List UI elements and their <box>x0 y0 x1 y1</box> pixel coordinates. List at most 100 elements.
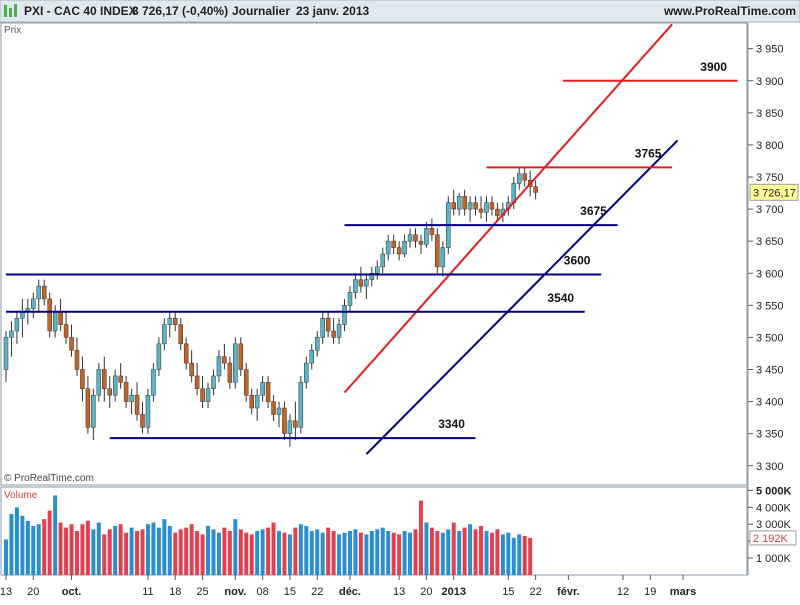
candle-body <box>178 324 183 345</box>
time-tick-label: oct. <box>62 586 82 598</box>
candle-body <box>254 394 260 409</box>
volume-bar <box>315 529 320 575</box>
volume-bar <box>31 525 36 575</box>
price-tick-label: 3 350 <box>756 429 784 441</box>
candle-body <box>156 343 162 370</box>
candle-body <box>107 388 112 396</box>
level-label: 3600 <box>564 254 591 268</box>
time-tick-label: 15 <box>502 586 514 598</box>
volume-bar <box>227 531 232 575</box>
price-panel-label: Prix <box>4 25 21 36</box>
header-bar <box>0 0 800 23</box>
volume-bar <box>69 524 74 575</box>
volume-bar <box>96 522 101 575</box>
candle-body <box>52 311 58 332</box>
volume-bar <box>211 529 216 575</box>
volume-bar <box>375 529 380 575</box>
volume-bar <box>4 539 8 575</box>
time-tick-label: 22 <box>529 586 541 598</box>
candle-body <box>123 382 129 402</box>
volume-bar <box>91 529 96 575</box>
volume-bar <box>353 529 358 575</box>
source-label[interactable]: www.ProRealTime.com <box>663 4 796 18</box>
candle-body <box>331 330 336 338</box>
volume-bar <box>391 532 396 575</box>
volume-bar <box>260 529 265 575</box>
volume-bar <box>238 529 243 575</box>
volume-bar <box>80 524 85 575</box>
volume-tick-label: 4 000K <box>756 502 792 514</box>
time-tick-label: 15 <box>284 586 296 598</box>
candle-body <box>516 173 522 184</box>
volume-bar <box>53 495 58 575</box>
candle-body <box>287 420 293 434</box>
candle-body <box>418 240 424 245</box>
current-price-badge <box>749 183 799 201</box>
price-axis-bg <box>748 23 800 485</box>
candle-body <box>467 202 473 210</box>
volume-tick-label: 5 000K <box>756 485 792 497</box>
candle-body <box>282 407 287 434</box>
candle-body <box>462 196 467 210</box>
candle-body <box>440 247 446 268</box>
price-tick-label: 3 700 <box>756 204 784 216</box>
price-tick-label: 3 400 <box>756 397 784 409</box>
price-tick-label: 3 550 <box>756 300 784 312</box>
time-tick-label: déc. <box>339 586 361 598</box>
candle-body <box>9 330 14 338</box>
app-icon <box>4 4 17 17</box>
price-tick-label: 3 850 <box>756 108 784 120</box>
candle-body <box>194 375 200 389</box>
candle-body <box>314 337 320 351</box>
volume-bar <box>118 524 123 575</box>
candle-body <box>402 240 407 255</box>
volume-bar <box>386 531 391 575</box>
current-price-label: 3 726,17 <box>753 187 796 199</box>
candle-body <box>353 279 358 293</box>
candle-body <box>112 375 118 396</box>
volume-bar <box>20 515 25 575</box>
volume-bar <box>206 525 211 575</box>
volume-bar <box>85 520 90 575</box>
volume-bar <box>167 525 172 575</box>
volume-bar <box>495 529 500 575</box>
level-label: 3900 <box>700 60 727 74</box>
candle-body <box>173 317 178 325</box>
candle-body <box>140 414 145 428</box>
time-tick-label: 2013 <box>441 586 465 598</box>
time-tick-label: 13 <box>393 586 405 598</box>
time-tick-label: nov. <box>224 586 246 598</box>
volume-bar <box>413 529 418 575</box>
volume-bar <box>64 527 69 575</box>
volume-panel <box>0 486 748 576</box>
volume-bar <box>446 529 451 575</box>
candle-body <box>85 388 91 428</box>
volume-bar <box>124 532 129 575</box>
candle-body <box>233 343 238 383</box>
volume-bar <box>440 532 445 575</box>
time-tick-label: mars <box>670 586 696 598</box>
time-tick-label: 18 <box>169 586 181 598</box>
candle-body <box>91 394 96 428</box>
volume-bar <box>58 522 63 575</box>
candle-body <box>216 356 222 377</box>
candle-body <box>456 196 462 210</box>
candle-body <box>80 369 85 389</box>
candle-body <box>342 305 347 325</box>
time-tick-label: 20 <box>420 586 432 598</box>
volume-bar <box>173 532 178 575</box>
volume-bar <box>178 529 183 575</box>
time-tick-label: 19 <box>644 586 656 598</box>
candle-body <box>347 292 353 306</box>
volume-bar <box>184 527 189 575</box>
volume-bar <box>287 534 292 575</box>
volume-bar <box>473 529 478 575</box>
volume-bar <box>479 525 484 575</box>
candle-body <box>265 382 271 402</box>
volume-bar <box>282 532 287 575</box>
level-label: 3540 <box>547 291 574 305</box>
volume-bar <box>451 522 456 575</box>
volume-bar <box>249 534 254 575</box>
